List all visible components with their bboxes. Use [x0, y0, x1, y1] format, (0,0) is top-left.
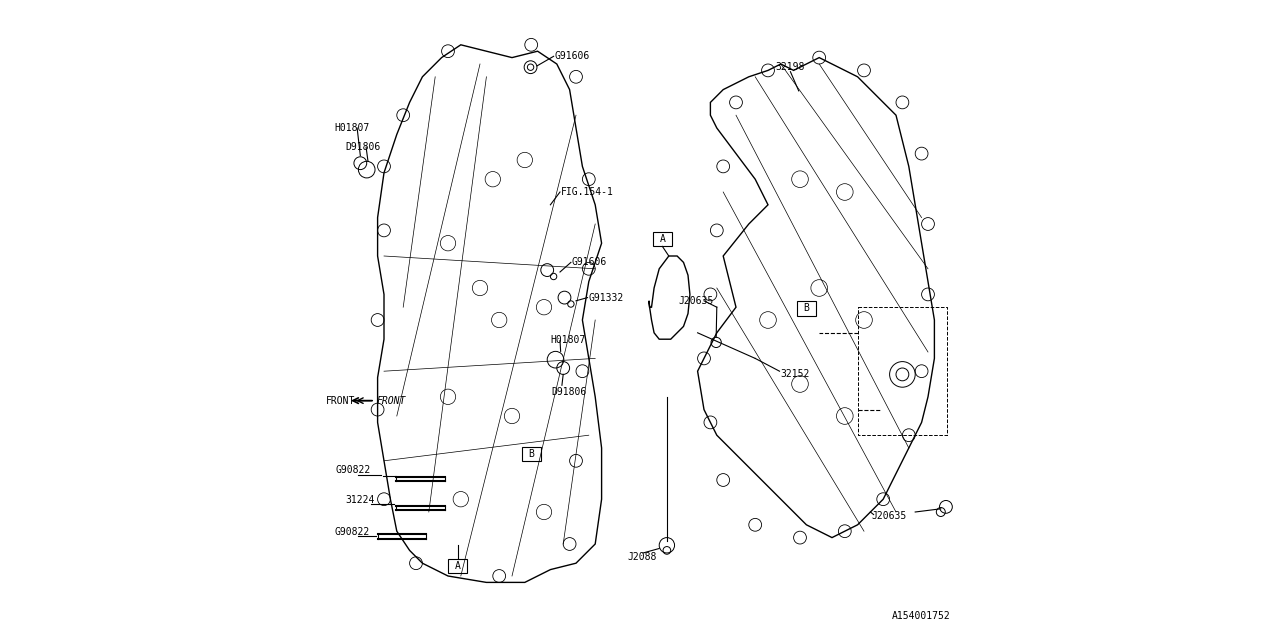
Text: H01807: H01807	[334, 123, 370, 133]
Text: J20635: J20635	[872, 511, 908, 522]
Text: J20635: J20635	[678, 296, 714, 306]
Text: 31224: 31224	[346, 495, 375, 506]
Text: A154001752: A154001752	[892, 611, 950, 621]
Text: D91806: D91806	[346, 142, 381, 152]
Text: G91606: G91606	[554, 51, 590, 61]
Bar	[448, 559, 467, 573]
Text: G90822: G90822	[334, 527, 370, 538]
Text: A: A	[454, 561, 461, 572]
Text: B: B	[804, 303, 809, 314]
Bar	[653, 232, 672, 246]
Bar	[522, 447, 540, 461]
Bar	[796, 301, 817, 316]
Text: 32198: 32198	[776, 62, 805, 72]
Text: FRONT: FRONT	[326, 396, 356, 406]
Text: G91606: G91606	[571, 257, 607, 268]
Text: 32152: 32152	[781, 369, 810, 380]
Text: G91332: G91332	[589, 292, 625, 303]
Text: B: B	[529, 449, 534, 460]
Text: H01807: H01807	[550, 335, 586, 346]
Text: D91806: D91806	[552, 387, 588, 397]
Text: FRONT: FRONT	[376, 396, 406, 406]
Text: J2088: J2088	[627, 552, 657, 562]
Text: G90822: G90822	[335, 465, 371, 476]
Text: A: A	[659, 234, 666, 244]
Text: FIG.154-1: FIG.154-1	[561, 187, 614, 197]
